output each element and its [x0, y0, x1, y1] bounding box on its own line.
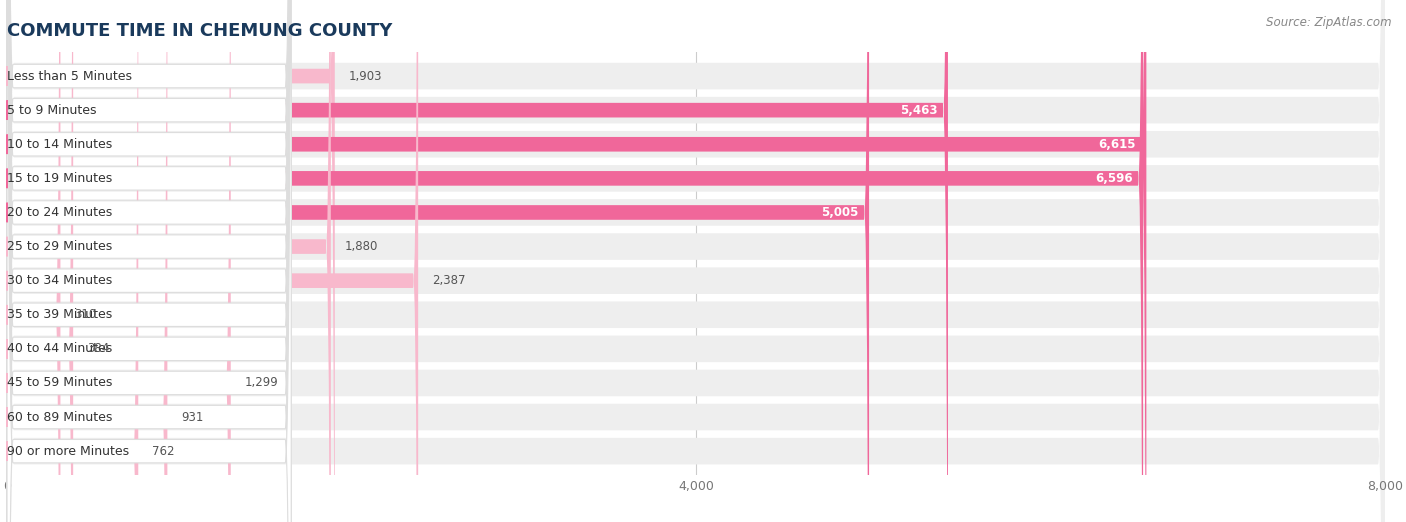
FancyBboxPatch shape: [7, 0, 1385, 522]
FancyBboxPatch shape: [7, 0, 1385, 522]
FancyBboxPatch shape: [7, 0, 335, 522]
FancyBboxPatch shape: [7, 0, 291, 522]
Text: 10 to 14 Minutes: 10 to 14 Minutes: [7, 138, 112, 151]
FancyBboxPatch shape: [7, 0, 1385, 522]
FancyBboxPatch shape: [7, 0, 869, 522]
Text: 5,463: 5,463: [900, 104, 938, 117]
FancyBboxPatch shape: [7, 0, 291, 522]
Text: 931: 931: [181, 410, 204, 423]
FancyBboxPatch shape: [7, 0, 1146, 522]
Text: 310: 310: [75, 309, 97, 321]
FancyBboxPatch shape: [7, 0, 291, 522]
Text: 6,615: 6,615: [1098, 138, 1136, 151]
FancyBboxPatch shape: [7, 0, 291, 522]
FancyBboxPatch shape: [7, 0, 1385, 522]
FancyBboxPatch shape: [7, 0, 291, 522]
FancyBboxPatch shape: [7, 0, 167, 522]
FancyBboxPatch shape: [7, 0, 1385, 522]
Text: 1,299: 1,299: [245, 376, 278, 389]
Text: 5 to 9 Minutes: 5 to 9 Minutes: [7, 104, 97, 117]
Text: 45 to 59 Minutes: 45 to 59 Minutes: [7, 376, 112, 389]
FancyBboxPatch shape: [7, 0, 138, 522]
Text: 1,903: 1,903: [349, 69, 382, 82]
FancyBboxPatch shape: [7, 0, 1385, 522]
Text: 30 to 34 Minutes: 30 to 34 Minutes: [7, 274, 112, 287]
FancyBboxPatch shape: [7, 0, 948, 522]
Text: 5,005: 5,005: [821, 206, 859, 219]
FancyBboxPatch shape: [7, 0, 291, 522]
Text: 90 or more Minutes: 90 or more Minutes: [7, 445, 129, 458]
Text: 762: 762: [152, 445, 174, 458]
FancyBboxPatch shape: [7, 0, 1385, 522]
Text: 384: 384: [87, 342, 110, 355]
Text: Source: ZipAtlas.com: Source: ZipAtlas.com: [1267, 16, 1392, 29]
FancyBboxPatch shape: [7, 0, 231, 522]
Text: 6,596: 6,596: [1095, 172, 1133, 185]
FancyBboxPatch shape: [7, 0, 1385, 522]
Text: 1,880: 1,880: [344, 240, 378, 253]
FancyBboxPatch shape: [7, 0, 1385, 522]
Text: 25 to 29 Minutes: 25 to 29 Minutes: [7, 240, 112, 253]
Text: 2,387: 2,387: [432, 274, 465, 287]
Text: 60 to 89 Minutes: 60 to 89 Minutes: [7, 410, 112, 423]
Text: 40 to 44 Minutes: 40 to 44 Minutes: [7, 342, 112, 355]
FancyBboxPatch shape: [7, 0, 1385, 522]
FancyBboxPatch shape: [7, 0, 60, 522]
FancyBboxPatch shape: [7, 0, 1385, 522]
Text: 20 to 24 Minutes: 20 to 24 Minutes: [7, 206, 112, 219]
FancyBboxPatch shape: [7, 0, 291, 522]
FancyBboxPatch shape: [7, 0, 291, 522]
FancyBboxPatch shape: [7, 0, 418, 522]
Text: 15 to 19 Minutes: 15 to 19 Minutes: [7, 172, 112, 185]
FancyBboxPatch shape: [7, 0, 330, 522]
Text: Less than 5 Minutes: Less than 5 Minutes: [7, 69, 132, 82]
FancyBboxPatch shape: [7, 0, 73, 522]
Text: 35 to 39 Minutes: 35 to 39 Minutes: [7, 309, 112, 321]
FancyBboxPatch shape: [7, 0, 291, 522]
FancyBboxPatch shape: [7, 0, 291, 522]
FancyBboxPatch shape: [7, 0, 291, 522]
Text: COMMUTE TIME IN CHEMUNG COUNTY: COMMUTE TIME IN CHEMUNG COUNTY: [7, 21, 392, 40]
FancyBboxPatch shape: [7, 0, 291, 522]
FancyBboxPatch shape: [7, 0, 1143, 522]
FancyBboxPatch shape: [7, 0, 1385, 522]
